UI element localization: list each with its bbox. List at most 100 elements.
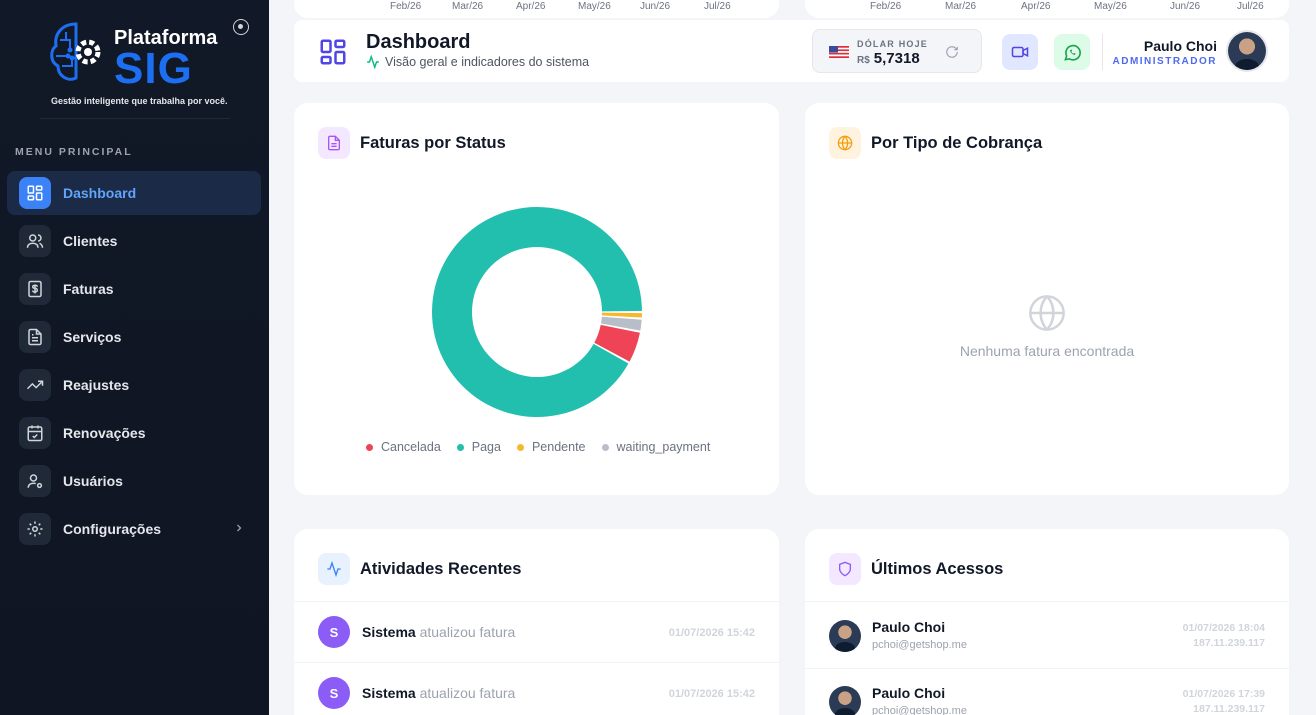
card-title: Por Tipo de Cobrança — [871, 134, 1043, 152]
user-role: ADMINISTRADOR — [1112, 56, 1217, 67]
access-user-name: Paulo Choi — [872, 685, 946, 701]
sidebar-item-renovacoes[interactable]: Renovações — [7, 411, 261, 455]
list-item[interactable]: S Sistema atualizou fatura 01/07/2026 15… — [294, 602, 779, 662]
legend-label: Cancelada — [381, 440, 441, 454]
sidebar-item-dashboard[interactable]: Dashboard — [7, 171, 261, 215]
donut-slice-cancelada[interactable] — [594, 324, 640, 362]
globe-icon — [837, 135, 853, 151]
document-icon — [19, 321, 51, 353]
card-icon-wrap — [829, 553, 861, 585]
gear-icon — [19, 513, 51, 545]
tick-label: Feb/26 — [390, 1, 422, 12]
access-ip: 187.11.239.117 — [1193, 703, 1265, 715]
sidebar-item-label: Serviços — [63, 329, 122, 345]
dollar-amount: 5,7318 — [873, 50, 920, 67]
divider — [805, 601, 1289, 602]
empty-state-text: Nenhuma fatura encontrada — [959, 343, 1135, 359]
card-icon-wrap — [318, 127, 350, 159]
activity-actor: Sistema — [362, 624, 416, 640]
access-user-name: Paulo Choi — [872, 619, 946, 635]
recent-activities-card: Atividades Recentes S Sistema atualizou … — [294, 529, 779, 715]
sidebar-item-label: Faturas — [63, 281, 114, 297]
activity-time: 01/07/2026 15:42 — [668, 627, 755, 639]
chevron-right-icon — [237, 524, 242, 532]
divider — [1102, 34, 1103, 70]
legend-item-pendente[interactable]: Pendente — [516, 440, 586, 454]
page-subtitle: Visão geral e indicadores do sistema — [366, 55, 589, 69]
users-icon — [19, 225, 51, 257]
document-icon — [328, 135, 340, 151]
avatar[interactable] — [1228, 32, 1266, 70]
legend-label: waiting_payment — [616, 440, 711, 454]
us-flag-icon — [829, 46, 849, 58]
card-icon-wrap — [318, 553, 350, 585]
chart-legend: Cancelada Paga Pendente waiting_payment — [366, 440, 710, 454]
activity-text: Sistema atualizou fatura — [362, 624, 515, 640]
sidebar-toggle-icon[interactable] — [233, 19, 249, 35]
dashboard-icon — [320, 39, 346, 65]
billing-type-card: Por Tipo de Cobrança Nenhuma fatura enco… — [805, 103, 1289, 495]
donut-slice-paga[interactable] — [432, 207, 642, 417]
activity-time: 01/07/2026 15:42 — [668, 688, 755, 700]
dollar-label: DÓLAR HOJE — [857, 39, 929, 49]
access-ip: 187.11.239.117 — [1193, 637, 1265, 649]
sidebar-item-label: Reajustes — [63, 377, 130, 393]
sidebar-item-faturas[interactable]: Faturas — [7, 267, 261, 311]
legend-item-waiting-payment[interactable]: waiting_payment — [601, 440, 711, 454]
legend-dot — [601, 443, 609, 451]
sidebar-item-label: Dashboard — [63, 185, 137, 201]
access-time: 01/07/2026 17:39 — [1182, 688, 1265, 700]
list-item[interactable]: S Sistema atualizou fatura 01/07/2026 15… — [294, 663, 779, 715]
logo-brand: SIG — [114, 44, 193, 93]
tick-label: Jun/26 — [1170, 1, 1201, 12]
card-title: Faturas por Status — [360, 134, 506, 152]
legend-dot — [456, 443, 464, 451]
globe-icon — [1029, 295, 1065, 331]
avatar — [829, 686, 861, 715]
activity-action: atualizou fatura — [419, 685, 516, 701]
sidebar-item-clientes[interactable]: Clientes — [7, 219, 261, 263]
video-icon — [1011, 46, 1029, 58]
access-user-email: pchoi@getshop.me — [872, 639, 967, 651]
legend-item-cancelada[interactable]: Cancelada — [366, 440, 441, 454]
legend-dot — [366, 443, 373, 451]
logo-tagline: Gestão inteligente que trabalha por você… — [51, 96, 228, 106]
donut-slice-pendente[interactable] — [601, 312, 642, 318]
sidebar-item-reajustes[interactable]: Reajustes — [7, 363, 261, 407]
shield-icon — [839, 561, 851, 577]
divider — [294, 601, 779, 602]
donut-slice-waiting-payment[interactable] — [600, 316, 642, 331]
sidebar: Plataforma SIG Gestão inteligente que tr… — [0, 0, 269, 715]
sidebar-item-configuracoes[interactable]: Configurações — [7, 507, 261, 551]
page-header: Dashboard Visão geral e indicadores do s… — [294, 20, 1289, 82]
tick-label: Mar/26 — [945, 1, 977, 12]
sidebar-item-label: Configurações — [63, 521, 162, 537]
sidebar-item-label: Renovações — [63, 425, 146, 441]
sidebar-item-usuarios[interactable]: Usuários — [7, 459, 261, 503]
access-time: 01/07/2026 18:04 — [1182, 622, 1265, 634]
legend-item-paga[interactable]: Paga — [456, 440, 501, 454]
invoices-by-status-card: Faturas por Status Cancelada Paga Penden… — [294, 103, 779, 495]
card-icon-wrap — [829, 127, 861, 159]
list-item[interactable]: Paulo Choi pchoi@getshop.me 01/07/2026 1… — [805, 602, 1289, 668]
sidebar-item-label: Usuários — [63, 473, 123, 489]
previous-chart-card: Feb/26 Mar/26 Apr/26 May/26 Jun/26 Jul/2… — [805, 0, 1289, 18]
activity-text: Sistema atualizou fatura — [362, 685, 515, 701]
avatar — [829, 620, 861, 652]
divider — [294, 662, 779, 663]
list-item[interactable]: Paulo Choi pchoi@getshop.me 01/07/2026 1… — [805, 668, 1289, 715]
whatsapp-button[interactable] — [1054, 34, 1090, 70]
logo[interactable]: Plataforma SIG Gestão inteligente que tr… — [46, 16, 236, 112]
tick-label: Feb/26 — [870, 1, 902, 12]
sidebar-item-servicos[interactable]: Serviços — [7, 315, 261, 359]
legend-dot — [516, 443, 524, 451]
menu-section-label: MENU PRINCIPAL — [15, 146, 133, 158]
activity-action: atualizou fatura — [419, 624, 516, 640]
video-call-button[interactable] — [1002, 34, 1038, 70]
divider — [805, 668, 1289, 669]
refresh-icon[interactable] — [945, 45, 959, 59]
tick-label: May/26 — [578, 1, 611, 12]
dollar-rate-widget: DÓLAR HOJE R$ 5,7318 — [812, 29, 982, 73]
status-donut-chart — [432, 207, 642, 417]
tick-label: Mar/26 — [452, 1, 484, 12]
